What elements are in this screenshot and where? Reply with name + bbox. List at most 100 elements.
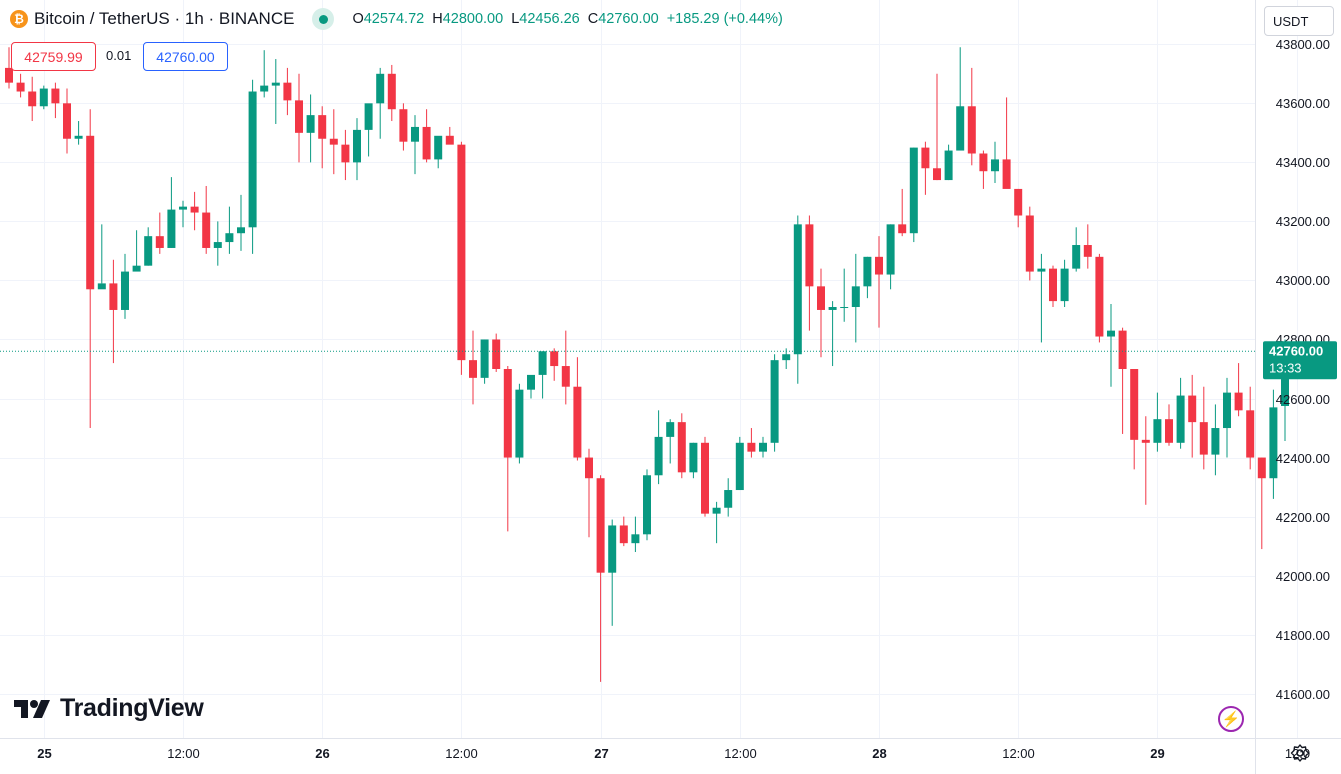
ohlc-close: C42760.00 [587, 11, 659, 27]
candle-body [422, 126, 431, 160]
candle-body [16, 82, 25, 92]
candle-body [840, 307, 849, 309]
candle-body [596, 478, 605, 573]
countdown-label: 13:33 [1269, 360, 1302, 375]
candle-body [1083, 245, 1092, 257]
candle-body [109, 283, 118, 310]
candle-body [74, 135, 83, 139]
market-open-indicator-icon[interactable] [312, 8, 335, 30]
candle-body [1223, 392, 1231, 429]
buy-button[interactable]: 42760.00 [143, 42, 228, 71]
candle-body [944, 150, 953, 181]
candle-body [225, 233, 234, 243]
ohlc-high: H42800.00 [432, 11, 504, 27]
candle-body [63, 103, 71, 139]
candle-body [886, 224, 895, 275]
candle-body [851, 286, 860, 308]
candle-body [283, 82, 292, 101]
sell-button[interactable]: 42759.99 [11, 42, 96, 71]
candle-body [654, 436, 663, 476]
candle-body [411, 126, 419, 142]
price-tick-label: 41600.00 [1276, 687, 1330, 702]
time-tick-label: 12:00 [445, 746, 478, 761]
candle-body [550, 351, 559, 367]
candle-body [1246, 410, 1255, 458]
candle-body [329, 138, 338, 145]
spread-value: 0.01 [106, 48, 132, 63]
candle-body [991, 159, 999, 172]
candle-body [1199, 422, 1208, 455]
candle-body [1049, 268, 1057, 302]
candle-body [1188, 395, 1197, 423]
candle-body [967, 106, 976, 154]
candle-body [318, 115, 327, 139]
candle-body [585, 457, 593, 479]
candle-body [434, 135, 443, 160]
candle-body [515, 389, 524, 458]
candle-body [167, 209, 176, 248]
price-tick-label: 43200.00 [1276, 214, 1330, 229]
candle-body [1037, 268, 1046, 272]
candle-body [39, 88, 48, 107]
price-tick-label: 42600.00 [1276, 392, 1330, 407]
status-dot [318, 14, 328, 24]
candle-body [770, 360, 779, 443]
candle-body [445, 135, 454, 145]
price-tick-label: 42400.00 [1276, 451, 1330, 466]
candle-body [1141, 439, 1150, 443]
candle-body [1257, 457, 1266, 479]
candle-body [1269, 407, 1278, 479]
candle-body [213, 242, 222, 248]
gear-icon[interactable] [1289, 742, 1311, 764]
candle-body [759, 442, 767, 452]
candle-body [353, 129, 361, 163]
candle-body [202, 212, 211, 248]
currency-button[interactable]: USDT [1264, 6, 1334, 36]
candle-body [132, 265, 141, 272]
symbol-title[interactable]: Bitcoin / TetherUS · 1h · BINANCE [34, 9, 295, 28]
candle-body [144, 236, 153, 266]
last-price-label: 42760.00 [1269, 343, 1323, 358]
last-price-tag: 42760.00 13:33 [1263, 341, 1337, 380]
candle-body [793, 224, 802, 355]
candle-body [1153, 419, 1162, 443]
candle-body [1025, 215, 1034, 272]
candle-body [121, 271, 129, 310]
candle-body [295, 100, 303, 133]
candle-body [898, 224, 907, 234]
lightning-icon[interactable]: ⚡ [1218, 706, 1244, 732]
time-axis[interactable]: 25 12:00 26 12:00 27 12:00 28 12:00 29 12:0 [37, 746, 1310, 761]
time-tick-label: 12:00 [724, 746, 757, 761]
candle-body [1014, 188, 1023, 216]
candle-body [956, 106, 965, 151]
candle-body [1095, 256, 1104, 337]
candle-body [608, 525, 617, 573]
chart-legend: ₿ Bitcoin / TetherUS · 1h · BINANCE O425… [10, 8, 783, 30]
candle-body [248, 91, 257, 228]
candle-body [573, 386, 582, 458]
time-tick-label: 27 [594, 746, 608, 761]
candle-body [492, 339, 501, 369]
candle-body [469, 360, 477, 378]
grid-lines [0, 0, 1298, 738]
price-tick-label: 43800.00 [1276, 37, 1330, 52]
time-tick-label: 29 [1150, 746, 1164, 761]
time-tick-label: 12:00 [167, 746, 200, 761]
candle-body [155, 236, 164, 248]
candle-body [480, 339, 489, 378]
tradingview-logo[interactable]: TradingView [14, 694, 204, 723]
price-change: +185.29 (+0.44%) [666, 11, 783, 27]
price-tick-label: 41800.00 [1276, 628, 1330, 643]
price-tick-label: 42200.00 [1276, 510, 1330, 525]
candle-body [1107, 330, 1115, 337]
last-price-tag-bg [1263, 341, 1337, 380]
candle-body [689, 442, 698, 473]
candle-body [747, 442, 756, 452]
candle-body [190, 206, 199, 213]
time-tick-label: 26 [315, 746, 329, 761]
candle-body [782, 354, 791, 361]
candle-body [712, 507, 721, 514]
candle-body [399, 109, 408, 142]
candle-body [1234, 392, 1243, 411]
